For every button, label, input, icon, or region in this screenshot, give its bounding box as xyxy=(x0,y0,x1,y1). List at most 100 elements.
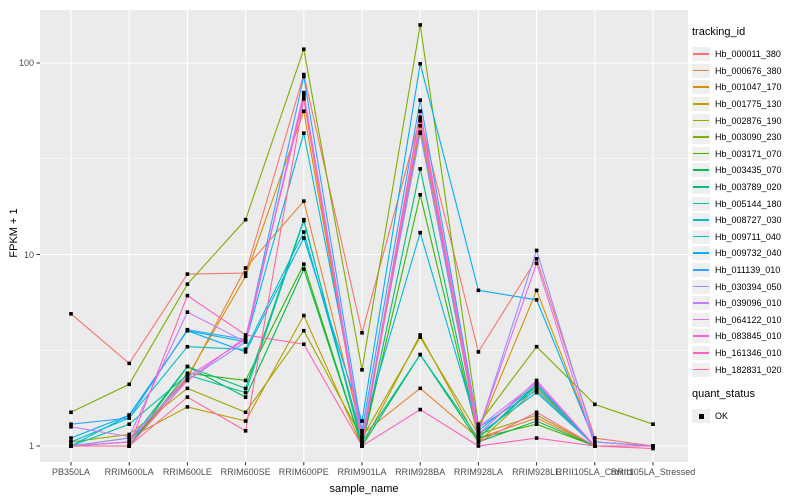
line-swatch-icon xyxy=(692,329,710,344)
data-point xyxy=(360,331,364,335)
data-point xyxy=(302,236,306,240)
data-point xyxy=(185,282,190,286)
data-point xyxy=(418,407,422,412)
data-point xyxy=(476,429,481,433)
legend-label: Hb_000011_380 xyxy=(715,49,781,60)
data-point xyxy=(185,293,190,298)
legend-item-Hb_001775_130: Hb_001775_130 xyxy=(692,96,798,113)
data-point xyxy=(418,192,422,197)
y-tick-label: 10 xyxy=(23,249,34,260)
legend-label: Hb_003171_070 xyxy=(715,148,782,159)
data-point xyxy=(534,422,539,426)
data-point xyxy=(243,337,248,342)
quant-status-legend: quant_status OK xyxy=(692,388,798,425)
data-point xyxy=(302,328,306,333)
legend-item-Hb_182831_020: Hb_182831_020 xyxy=(692,361,798,378)
data-point xyxy=(476,425,481,430)
line-swatch-icon xyxy=(692,97,710,112)
line-swatch-icon xyxy=(692,130,710,145)
data-point xyxy=(243,340,248,344)
x-tick-label: RRIM928BA xyxy=(395,467,446,477)
data-point xyxy=(69,312,73,316)
data-point xyxy=(69,424,73,429)
data-point xyxy=(534,378,539,383)
line-swatch-icon xyxy=(692,229,710,244)
legend-label: Hb_000676_380 xyxy=(715,65,782,76)
data-point xyxy=(127,416,131,420)
data-point xyxy=(593,440,597,444)
data-point xyxy=(534,288,539,293)
data-point xyxy=(418,98,422,102)
data-point xyxy=(243,378,248,383)
legend-item-Hb_000011_380: Hb_000011_380 xyxy=(692,46,798,63)
data-point xyxy=(302,93,306,97)
legend-label: Hb_003090_230 xyxy=(715,132,782,143)
data-point xyxy=(302,342,306,347)
data-point xyxy=(243,429,248,433)
legend-label: Hb_011139_010 xyxy=(715,265,781,276)
data-point xyxy=(302,74,306,79)
data-point xyxy=(534,256,539,261)
data-point xyxy=(127,413,131,417)
data-point xyxy=(476,436,481,440)
data-point xyxy=(185,344,190,349)
data-point xyxy=(302,199,306,203)
line-swatch-icon xyxy=(692,246,710,261)
legend-label: Hb_083845_010 xyxy=(715,331,782,342)
legend-label: Hb_030394_050 xyxy=(715,281,782,292)
legend-item-Hb_000676_380: Hb_000676_380 xyxy=(692,63,798,80)
legend-label: Hb_001775_130 xyxy=(715,99,782,110)
line-swatch-icon xyxy=(692,47,710,62)
data-point xyxy=(593,402,597,407)
data-point xyxy=(69,436,73,440)
data-point xyxy=(534,410,539,415)
data-point xyxy=(360,444,364,448)
x-tick-label: RRIM600PE xyxy=(278,467,329,477)
legend-label: OK xyxy=(715,411,729,422)
data-point xyxy=(243,410,248,415)
data-point xyxy=(185,376,190,381)
data-point xyxy=(243,390,248,395)
data-point xyxy=(127,382,131,387)
line-swatch-icon xyxy=(692,196,710,211)
line-swatch-icon xyxy=(692,213,710,228)
data-point xyxy=(302,109,306,114)
legend-label: Hb_064122_010 xyxy=(715,314,782,325)
data-point xyxy=(185,310,190,314)
data-point xyxy=(534,390,539,395)
line-swatch-icon xyxy=(692,296,710,311)
data-point xyxy=(534,436,539,440)
line-swatch-icon xyxy=(692,180,710,195)
x-tick-label: RRIM901LA xyxy=(337,467,387,477)
legend-item-Hb_009711_040: Hb_009711_040 xyxy=(692,229,798,246)
legend-label: Hb_182831_020 xyxy=(715,364,782,375)
line-swatch-icon xyxy=(692,312,710,327)
legend-label: Hb_161346_010 xyxy=(715,347,782,358)
data-point xyxy=(534,261,539,266)
legend-label: Hb_003789_020 xyxy=(715,182,782,193)
data-point xyxy=(302,72,306,77)
legend-label: Hb_002876_190 xyxy=(715,115,782,126)
data-point xyxy=(534,298,539,302)
data-point xyxy=(534,388,539,393)
data-point xyxy=(185,405,190,409)
y-tick-label: 1 xyxy=(28,441,34,451)
data-point xyxy=(360,367,364,372)
line-swatch-icon xyxy=(692,163,710,178)
data-point xyxy=(243,335,248,339)
data-point xyxy=(69,422,73,426)
data-point xyxy=(476,350,481,354)
data-point xyxy=(593,444,597,448)
legend-item-Hb_001047_170: Hb_001047_170 xyxy=(692,79,798,96)
line-swatch-icon xyxy=(692,80,710,95)
data-point xyxy=(360,436,364,440)
data-point xyxy=(534,248,539,253)
legend-title-quant-status: quant_status xyxy=(692,387,755,400)
line-swatch-icon xyxy=(692,146,710,161)
line-swatch-icon xyxy=(692,362,710,377)
data-point xyxy=(418,352,422,357)
legend: tracking_id Hb_000011_380 Hb_000676_380 Hb… xyxy=(692,26,798,424)
legend-item-Hb_002876_190: Hb_002876_190 xyxy=(692,112,798,129)
data-point xyxy=(127,440,131,444)
